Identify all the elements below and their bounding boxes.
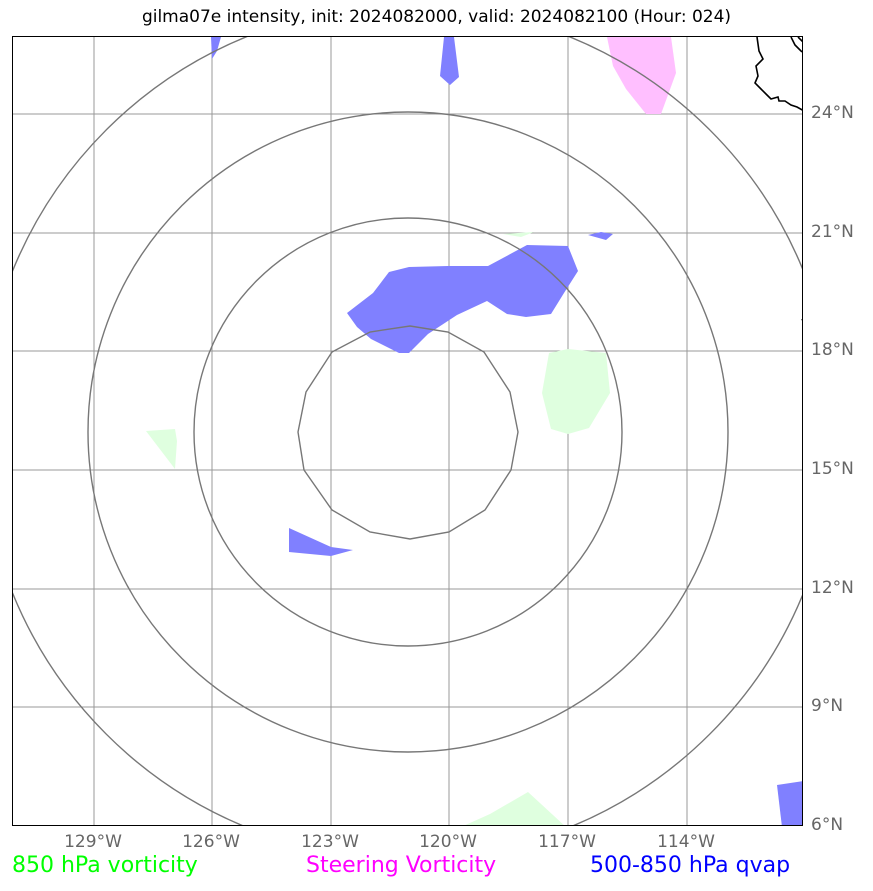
map-canvas (13, 37, 802, 825)
range-ring (193, 217, 623, 647)
legend-qvap: 500-850 hPa qvap (590, 853, 791, 878)
lon-tick-label: 123°W (301, 832, 359, 852)
vorticity-850-area (503, 232, 534, 237)
map-title: gilma07e intensity, init: 2024082000, va… (141, 7, 732, 27)
legend-steering-vorticity: Steering Vorticity (306, 853, 497, 878)
vorticity-850-areas (146, 232, 610, 825)
qvap-area (777, 781, 802, 825)
lat-tick-label: 21°N (811, 222, 854, 242)
range-rings (13, 37, 802, 825)
vorticity-850-area (465, 792, 564, 825)
lat-tick-label: 24°N (811, 103, 854, 123)
gridlines (13, 37, 802, 825)
qvap-area (588, 232, 613, 240)
vorticity-850-area (146, 429, 177, 469)
map-frame (12, 36, 803, 826)
range-ring (297, 325, 519, 540)
coastline-mainland (790, 37, 802, 53)
lon-tick-label: 114°W (657, 832, 715, 852)
lon-tick-label: 126°W (182, 832, 240, 852)
lat-tick-label: 18°N (811, 340, 854, 360)
vorticity-850-area (542, 349, 610, 434)
lat-tick-label: 12°N (811, 578, 854, 598)
coastline (754, 37, 802, 321)
coastline-baja (754, 37, 802, 111)
qvap-area (347, 245, 578, 353)
lat-tick-label: 6°N (811, 815, 844, 835)
lon-tick-label: 129°W (64, 832, 122, 852)
qvap-area (440, 37, 459, 85)
lat-tick-label: 15°N (811, 459, 854, 479)
legend-850-vorticity: 850 hPa vorticity (12, 853, 198, 878)
coastline-edge (801, 319, 802, 321)
lat-tick-label: 9°N (811, 696, 844, 716)
qvap-area (211, 37, 221, 59)
lon-tick-label: 120°W (419, 832, 477, 852)
lon-tick-label: 117°W (538, 832, 596, 852)
range-ring (87, 111, 729, 753)
qvap-area (289, 528, 353, 556)
qvap-areas (211, 37, 802, 825)
steering-vorticity-area (607, 37, 676, 114)
range-ring (13, 37, 802, 825)
